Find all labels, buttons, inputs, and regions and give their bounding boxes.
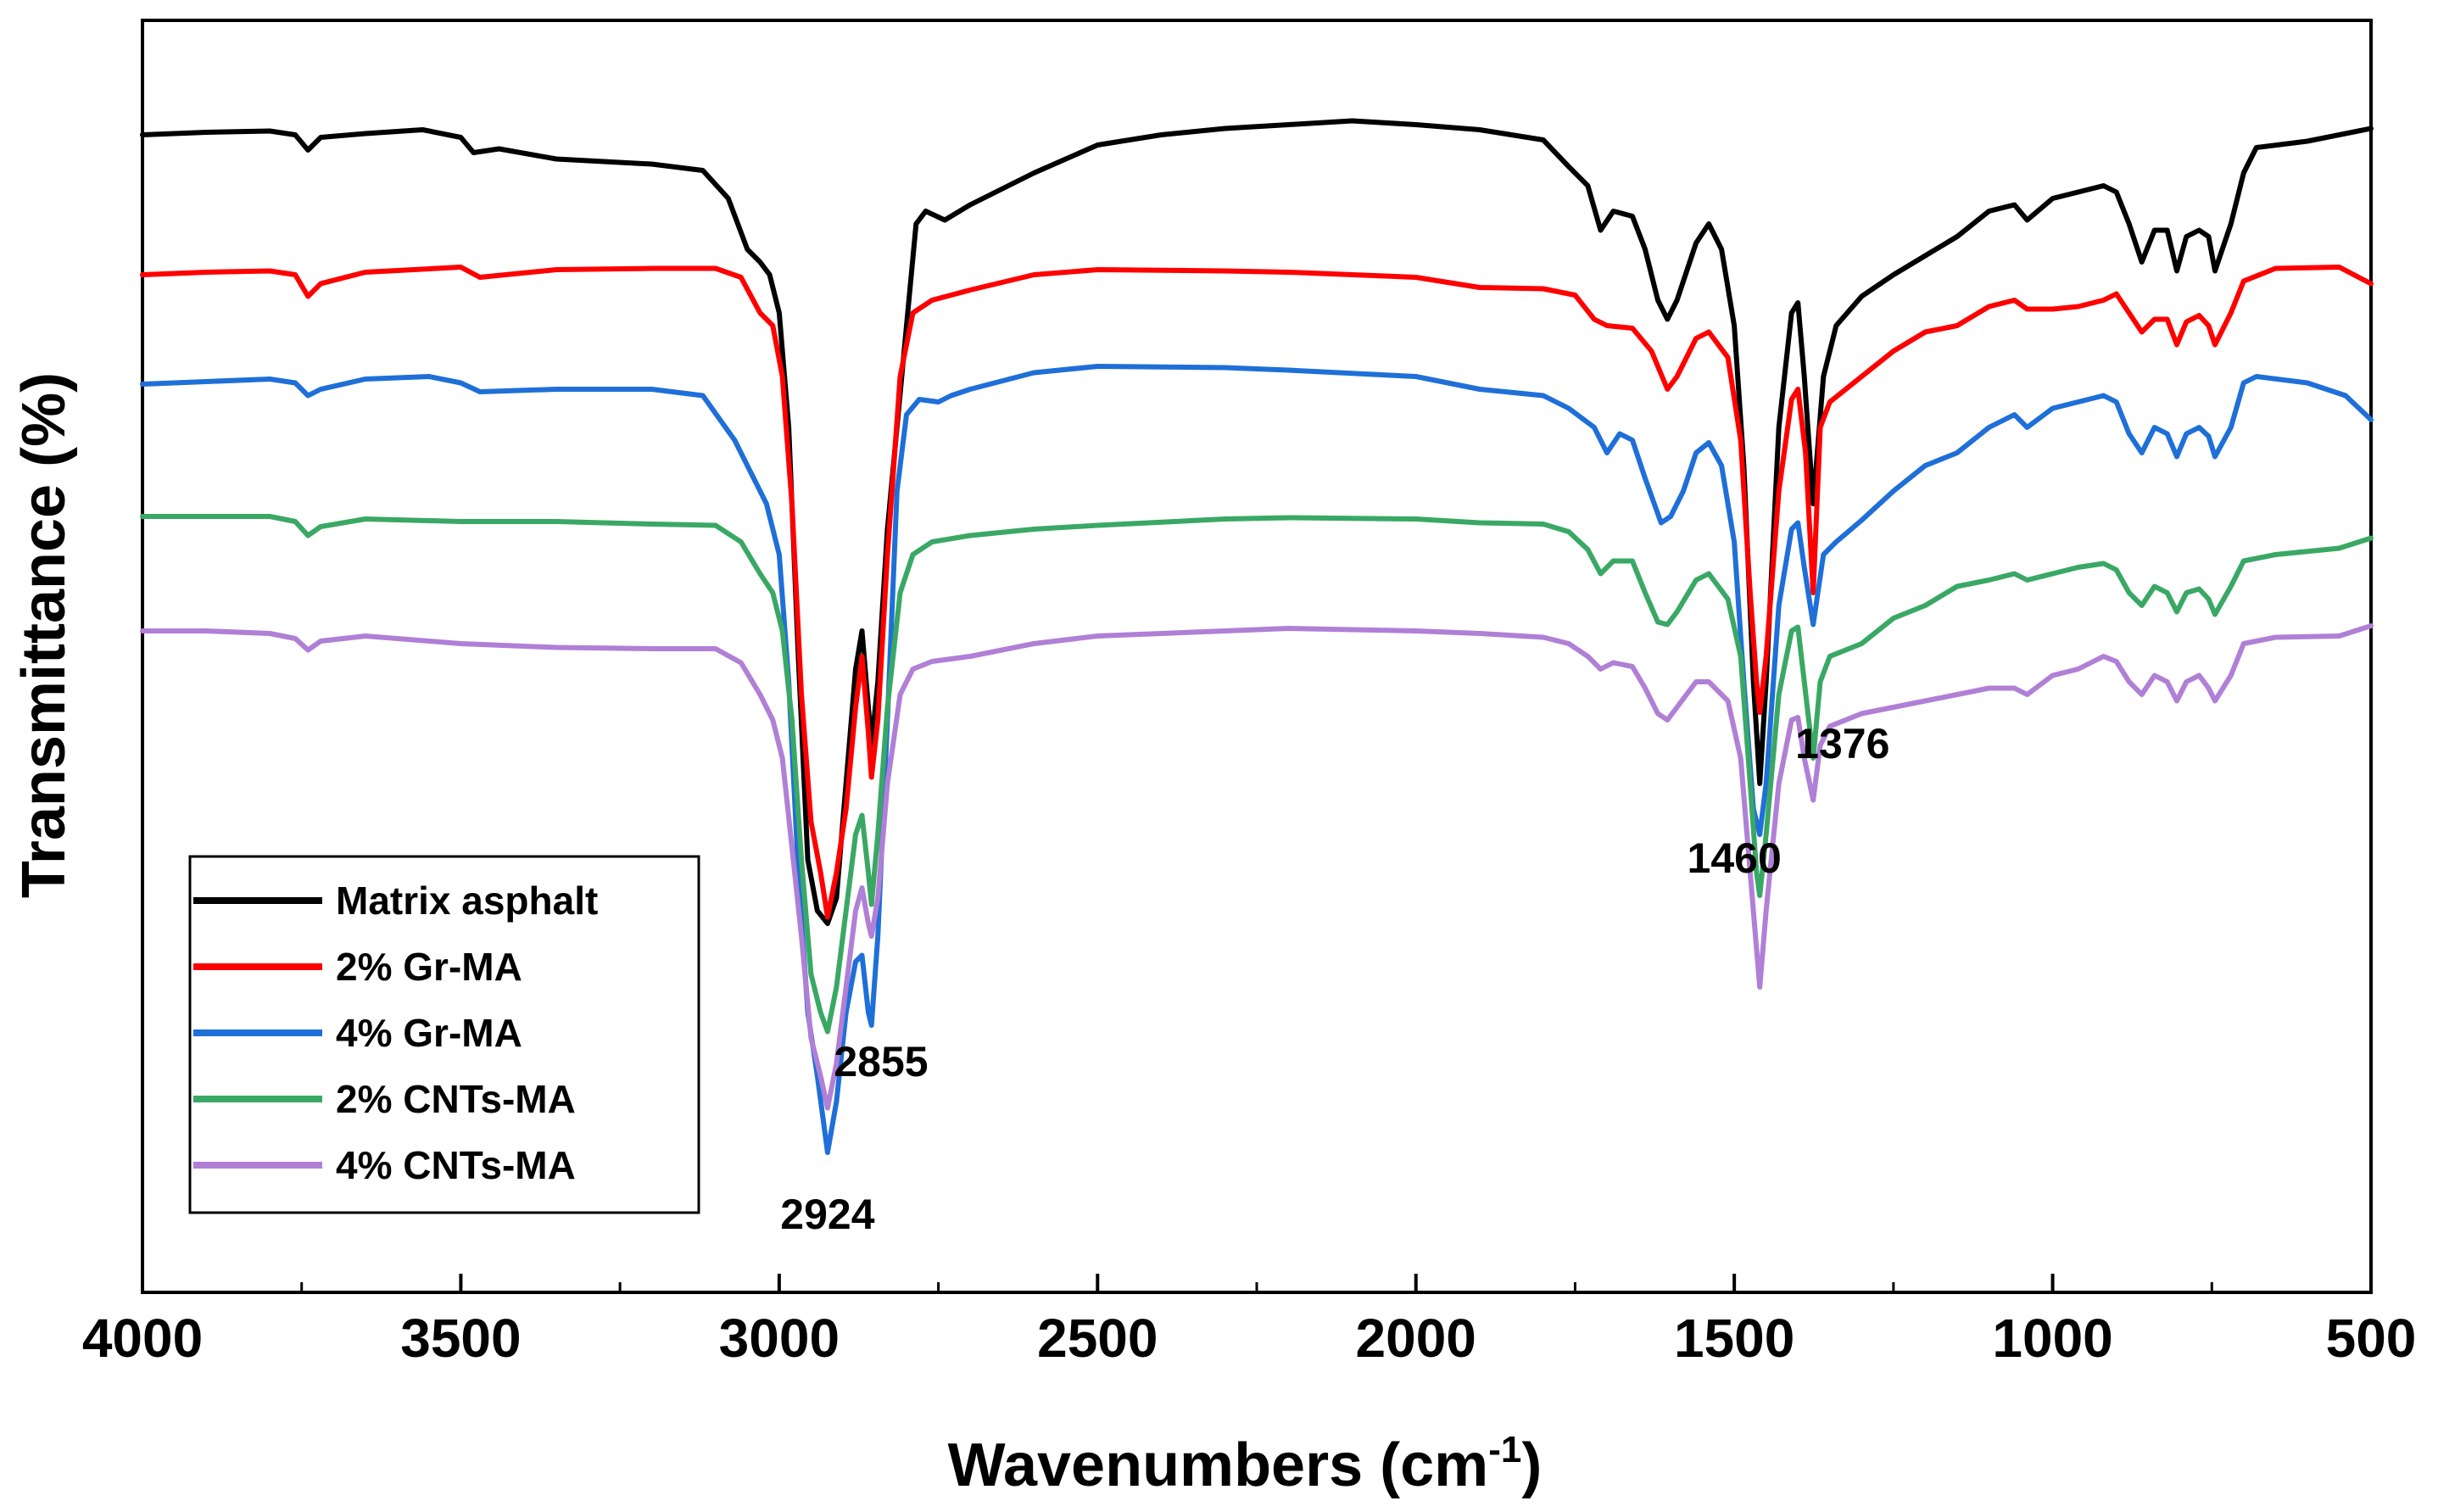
legend-label: 4% Gr-MA: [336, 1011, 522, 1055]
peak-label: 1460: [1688, 834, 1782, 882]
legend-label: 4% CNTs-MA: [336, 1143, 576, 1187]
x-axis-title: Wavenumbers (cm-1): [948, 1429, 1543, 1499]
x-tick-label: 1000: [1992, 1308, 2112, 1369]
series-line-3: [140, 364, 2374, 1155]
series-line-2: [140, 265, 2374, 920]
legend-label: Matrix asphalt: [336, 879, 598, 923]
series-lines: [140, 118, 2374, 1155]
peak-label: 1376: [1795, 720, 1889, 767]
x-axis-title-sup: -1: [1488, 1429, 1521, 1470]
x-tick-label: 2000: [1356, 1308, 1476, 1369]
legend-items: Matrix asphalt 2% Gr-MA 4% Gr-MA 2% CNTs-MA…: [193, 879, 598, 1187]
x-tick-label: 4000: [82, 1308, 203, 1369]
x-tick-label: 3000: [719, 1308, 840, 1369]
series-line-1: [140, 118, 2374, 926]
series-line-5: [140, 623, 2374, 1111]
series-line-4: [140, 514, 2374, 1035]
x-axis-title-close: ): [1521, 1431, 1542, 1499]
x-tick-label: 2500: [1037, 1308, 1158, 1369]
x-tick-label: 3500: [400, 1308, 521, 1369]
legend-label: 2% CNTs-MA: [336, 1077, 576, 1121]
peak-annotations: 2924 2855 1460 1376: [780, 720, 1889, 1238]
x-axis-ticks: 4000 3500 3000 2500 2000 1500 1000 500: [82, 1274, 2417, 1369]
x-axis-title-main: Wavenumbers (cm: [948, 1431, 1489, 1499]
x-tick-label: 500: [2326, 1308, 2417, 1369]
peak-label: 2924: [780, 1191, 874, 1238]
y-axis-title: Transmittance (%): [10, 372, 78, 898]
peak-label: 2855: [834, 1038, 928, 1085]
legend: Matrix asphalt 2% Gr-MA 4% Gr-MA 2% CNTs-MA…: [188, 855, 700, 1214]
x-tick-label: 1500: [1674, 1308, 1794, 1369]
legend-label: 2% Gr-MA: [336, 945, 522, 989]
